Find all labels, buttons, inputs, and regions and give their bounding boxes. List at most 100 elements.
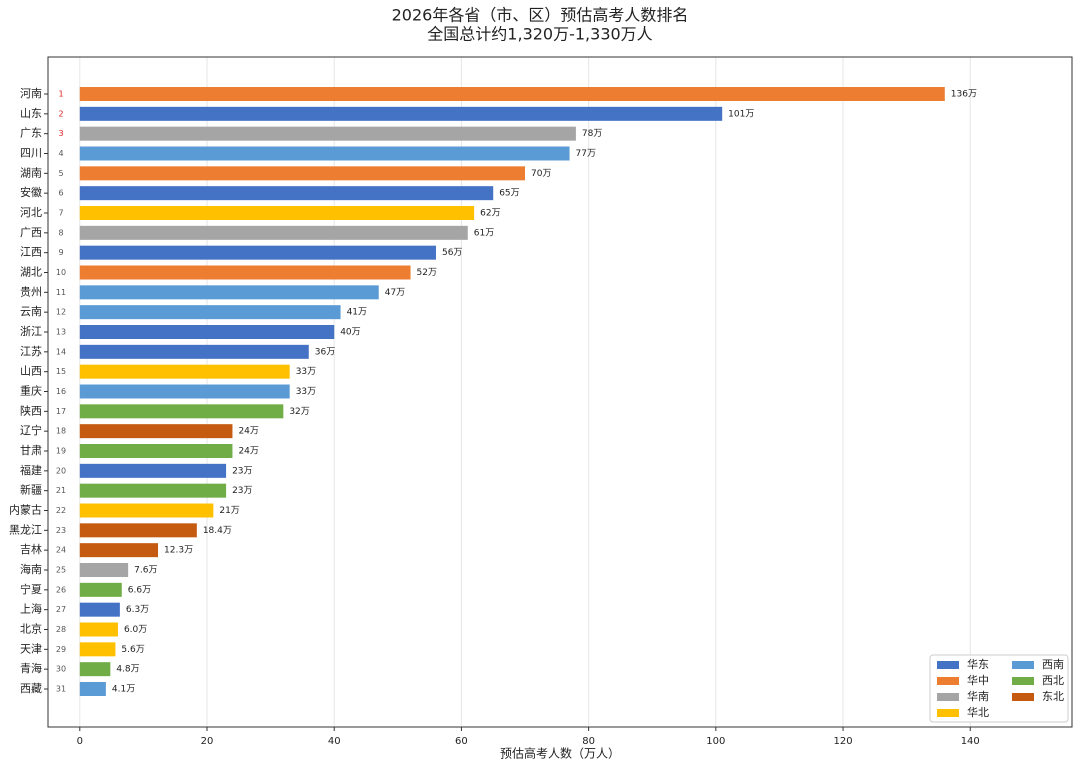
legend-label: 华南	[967, 689, 989, 703]
y-tick-label: 湖南	[20, 166, 42, 179]
y-tick-label: 贵州	[20, 285, 42, 298]
value-label: 47万	[385, 288, 405, 298]
legend-label: 华东	[967, 657, 989, 671]
bar	[79, 582, 122, 597]
bar	[79, 622, 118, 637]
bar	[79, 325, 335, 339]
value-label: 78万	[582, 129, 602, 139]
rank-label: 2	[58, 109, 63, 118]
value-label: 33万	[296, 367, 316, 377]
value-label: 24万	[238, 427, 258, 437]
bar	[79, 206, 475, 220]
bar	[79, 563, 129, 577]
bar	[79, 483, 227, 498]
y-tick-label: 浙江	[20, 325, 42, 338]
value-label: 21万	[219, 506, 239, 516]
rank-label: 1	[58, 90, 63, 99]
bar	[79, 364, 290, 379]
bar	[79, 305, 341, 320]
y-tick-label: 河北	[20, 206, 42, 219]
value-label: 65万	[499, 189, 519, 199]
y-tick-label: 广西	[20, 226, 42, 239]
bar	[79, 642, 116, 657]
value-label: 33万	[296, 387, 316, 397]
y-tick-label: 西藏	[20, 682, 42, 695]
y-tick-label: 江西	[20, 246, 42, 259]
chart-title: 2026年各省（市、区）预估高考人数排名	[392, 6, 689, 25]
legend-swatch	[937, 661, 959, 669]
rank-label: 4	[58, 149, 63, 158]
chart-subtitle: 全国总计约1,320万-1,330万人	[427, 25, 652, 44]
y-tick-label: 内蒙古	[9, 503, 42, 517]
y-tick-label: 青海	[20, 661, 42, 675]
rank-label: 23	[56, 526, 66, 535]
rank-label: 11	[56, 288, 66, 297]
y-tick-label: 海南	[20, 562, 42, 576]
value-label: 23万	[232, 466, 252, 476]
rank-label: 31	[56, 685, 66, 694]
bar	[79, 424, 233, 439]
bar	[79, 126, 576, 141]
value-label: 4.8万	[116, 665, 139, 675]
value-label: 41万	[347, 308, 367, 318]
y-tick-label: 吉林	[20, 542, 42, 556]
bar	[79, 166, 526, 181]
rank-label: 15	[56, 367, 66, 376]
y-tick-label: 江苏	[20, 345, 42, 358]
rank-label: 9	[58, 248, 63, 257]
y-tick-label: 河南	[20, 87, 42, 100]
y-tick-label: 山西	[20, 365, 42, 378]
bar	[79, 146, 570, 161]
bar	[79, 384, 290, 399]
value-label: 136万	[951, 90, 977, 100]
rank-label: 7	[58, 209, 63, 218]
bar	[79, 285, 379, 300]
value-label: 6.6万	[128, 585, 151, 595]
legend-label: 东北	[1042, 690, 1064, 703]
bar	[79, 503, 214, 518]
x-tick-label: 60	[455, 736, 468, 747]
rank-label: 12	[56, 308, 66, 317]
rank-label: 27	[56, 605, 66, 614]
rank-label: 28	[56, 625, 66, 634]
bar	[79, 225, 468, 240]
value-label: 12.3万	[164, 546, 193, 556]
rank-label: 24	[56, 546, 66, 555]
y-tick-label: 黑龙江	[9, 523, 42, 536]
legend-label: 华北	[967, 705, 989, 719]
rank-label: 20	[56, 466, 66, 475]
value-label: 52万	[417, 268, 437, 278]
bar	[79, 106, 723, 121]
legend-box	[929, 654, 1069, 723]
y-tick-label: 重庆	[20, 384, 42, 398]
rank-label: 3	[58, 129, 63, 138]
value-label: 23万	[232, 486, 252, 496]
y-tick-label: 陕西	[20, 403, 42, 417]
value-label: 4.1万	[112, 685, 135, 695]
y-tick-label: 宁夏	[20, 582, 42, 596]
legend-swatch	[937, 677, 959, 685]
bar	[79, 543, 159, 558]
legend-label: 华中	[967, 673, 989, 687]
bar	[79, 444, 233, 458]
value-label: 36万	[315, 347, 335, 357]
value-label: 5.6万	[121, 645, 144, 655]
x-tick-label: 0	[77, 736, 83, 747]
legend-swatch	[1012, 677, 1034, 685]
x-tick-label: 40	[328, 736, 341, 747]
bar	[79, 87, 945, 101]
value-label: 18.4万	[203, 526, 232, 536]
value-label: 24万	[238, 447, 258, 457]
rank-label: 26	[56, 585, 66, 594]
rank-label: 17	[56, 407, 66, 416]
value-label: 7.6万	[134, 566, 157, 576]
rank-label: 21	[56, 486, 66, 495]
rank-label: 16	[56, 387, 66, 396]
value-label: 56万	[442, 248, 462, 258]
bar	[79, 682, 106, 696]
y-tick-label: 云南	[20, 305, 42, 318]
bar	[79, 602, 120, 617]
legend-swatch	[937, 709, 959, 717]
y-tick-label: 山东	[20, 107, 42, 120]
